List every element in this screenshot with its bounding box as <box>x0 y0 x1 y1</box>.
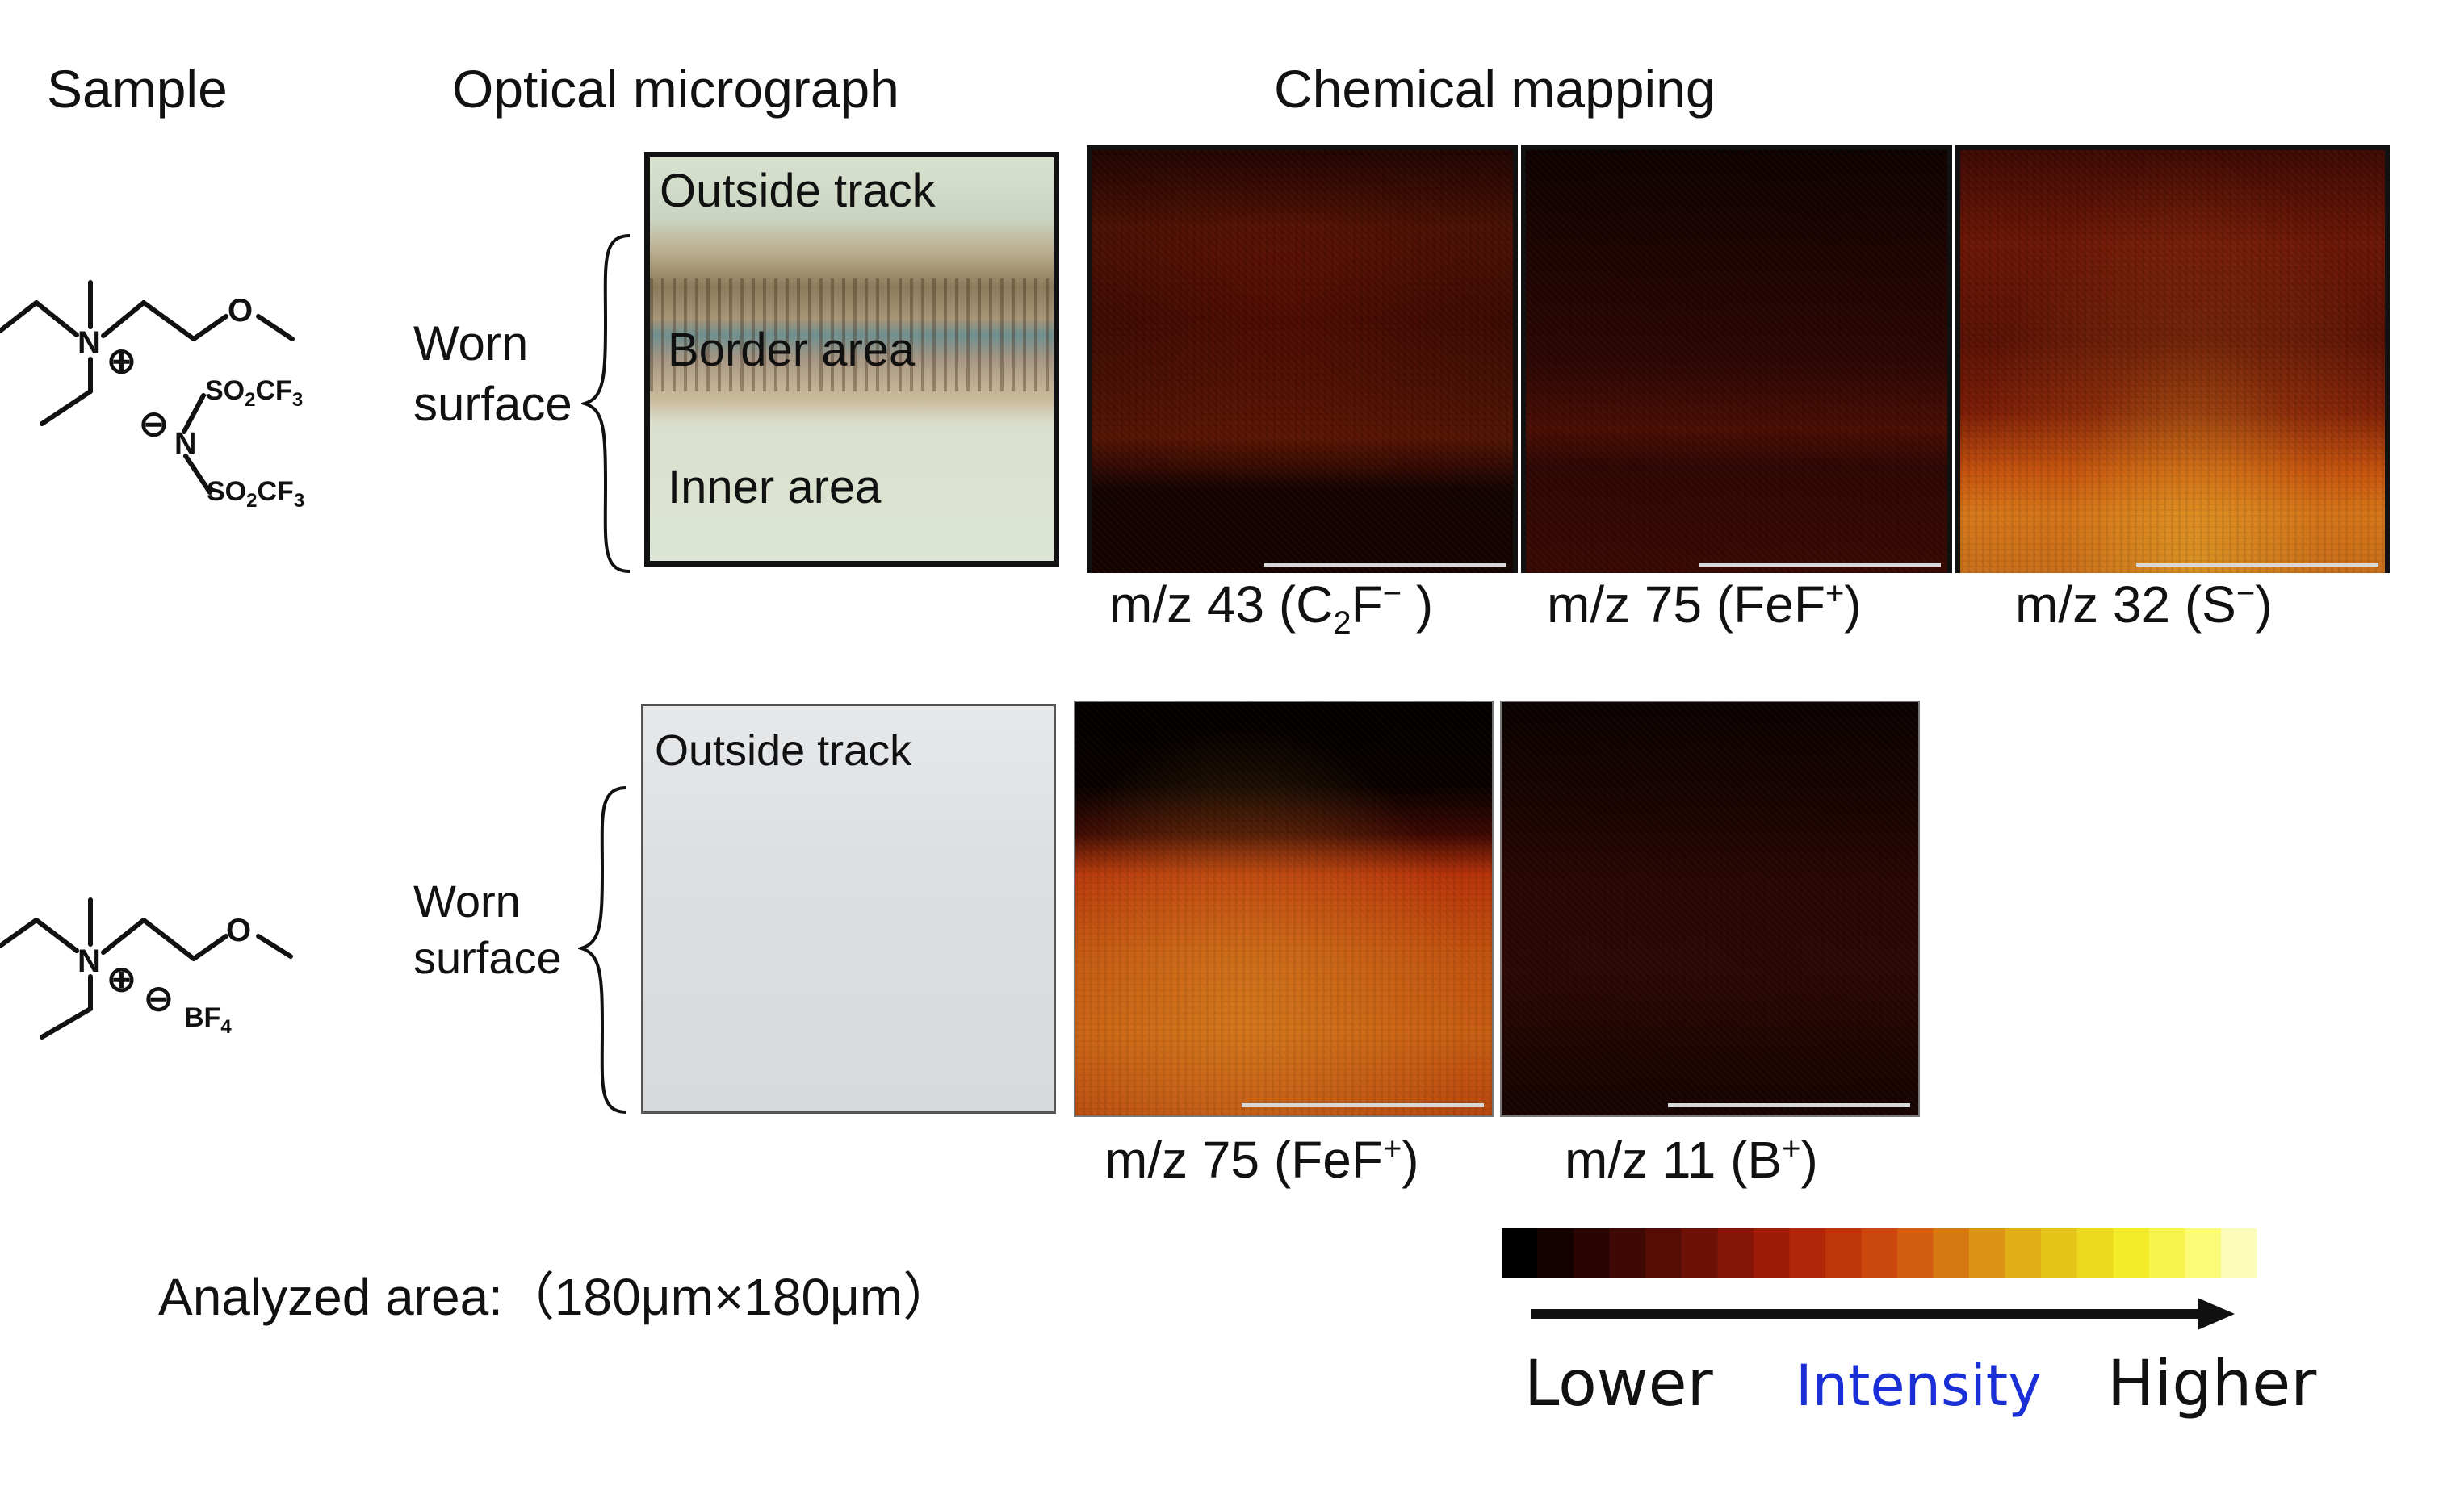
legend-higher: Higher <box>2107 1348 2317 1420</box>
worn-line1-row2: Worn <box>413 876 521 927</box>
optical-micrograph-row2: Outside track <box>641 704 1056 1114</box>
nitrogen-atom-label: N <box>78 325 101 361</box>
chem-map-b <box>1500 701 1920 1117</box>
so2cf3-top-c: CF <box>255 375 291 406</box>
bf4-a: BF <box>184 1002 220 1033</box>
worn-surface-label-row1: Worn surface <box>413 313 572 434</box>
inner-area-label: Inner area <box>668 461 882 513</box>
sample-header: Sample <box>47 59 228 119</box>
caption-fef-row2: m/z 75 (FeF+) <box>1104 1131 1419 1189</box>
so2cf3-bottom-c: CF <box>257 476 293 507</box>
curly-brace-row1 <box>581 234 631 573</box>
worn-line2: surface <box>413 377 572 431</box>
caption-c2f: m/z 43 (C2F− ) <box>1109 575 1434 641</box>
molecule-bf4-structure: N O ⊕ ⊖ BF4 <box>0 897 293 1040</box>
caption-fef-row1: m/z 75 (FeF+) <box>1547 575 1862 634</box>
svg-text:SO2CF3: SO2CF3 <box>205 375 303 411</box>
worn-line2-row2: surface <box>413 932 562 983</box>
svg-text:SO2CF3: SO2CF3 <box>207 476 304 512</box>
anion-minus-sign-row2: ⊖ <box>144 979 174 1019</box>
caption-s: m/z 32 (S−) <box>2015 575 2273 634</box>
so2cf3-top-d: 3 <box>292 389 303 411</box>
chem-map-c2f <box>1087 145 1518 573</box>
anion-minus-sign: ⊖ <box>139 404 169 444</box>
intensity-colorbar <box>1502 1228 2293 1278</box>
worn-surface-label-row2: Worn surface <box>413 873 562 986</box>
bf4-b: 4 <box>220 1016 232 1038</box>
chem-map-fef-row1 <box>1521 145 1952 573</box>
analyzed-area-note: Analyzed area:（180μm×180μm） <box>158 1268 955 1326</box>
legend-lower: Lower <box>1524 1348 1713 1420</box>
so2cf3-top-a: SO <box>205 375 245 406</box>
anion-nitrogen-label: N <box>174 427 196 461</box>
chem-map-s <box>1955 145 2390 573</box>
optical-micrograph-header: Optical micrograph <box>452 59 899 119</box>
oxygen-atom-label: O <box>228 293 253 328</box>
worn-line1: Worn <box>413 316 529 370</box>
legend-intensity: Intensity <box>1796 1353 2042 1419</box>
curly-brace-row2 <box>578 786 627 1114</box>
optical-micrograph-row1: Outside track Border area Inner area <box>644 152 1059 567</box>
so2cf3-top-b: 2 <box>245 389 255 411</box>
so2cf3-bottom-d: 3 <box>294 490 304 512</box>
intensity-arrow <box>1531 1298 2235 1330</box>
cation-plus-sign: ⊕ <box>107 341 136 381</box>
cation-plus-sign-row2: ⊕ <box>107 960 136 999</box>
caption-b: m/z 11 (B+) <box>1565 1131 1818 1189</box>
oxygen-atom-label-row2: O <box>226 913 251 948</box>
border-area-label: Border area <box>668 324 916 376</box>
svg-text:BF4: BF4 <box>184 1002 232 1038</box>
so2cf3-bottom-a: SO <box>207 476 246 507</box>
chem-map-fef-row2 <box>1074 701 1494 1117</box>
chemical-mapping-header: Chemical mapping <box>1274 59 1716 119</box>
nitrogen-atom-label-row2: N <box>78 943 101 979</box>
so2cf3-bottom-b: 2 <box>246 490 257 512</box>
outside-track-label-row1: Outside track <box>660 165 936 217</box>
molecule-tfsi-structure: N O ⊕ ⊖ N SO2CF3 SO2CF3 <box>0 280 304 512</box>
outside-track-label-row2: Outside track <box>655 726 912 775</box>
